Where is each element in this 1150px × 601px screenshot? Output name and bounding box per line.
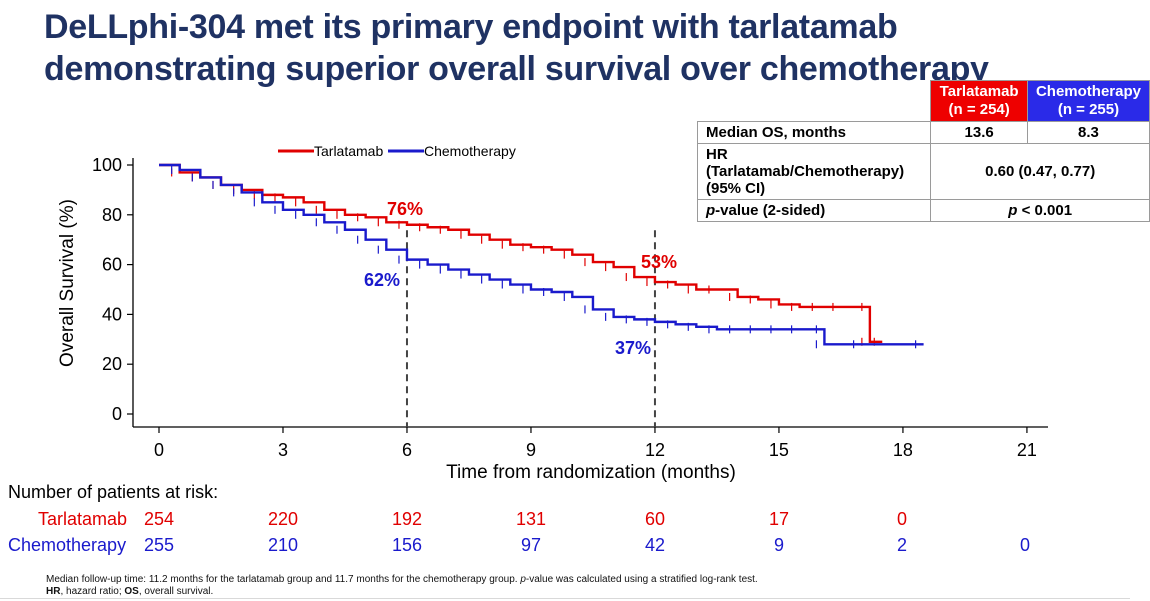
annotation-53: 53%: [641, 252, 677, 272]
y-tick-label: 40: [102, 304, 122, 324]
y-axis-label: Overall Survival (%): [57, 199, 78, 367]
y-tick-label: 100: [92, 155, 122, 175]
footnote: Median follow-up time: 11.2 months for t…: [46, 574, 758, 597]
risk-cell: 131: [515, 509, 547, 529]
risk-cell: 220: [267, 509, 299, 529]
risk-cell: 192: [391, 509, 423, 529]
y-tick-label: 80: [102, 205, 122, 225]
risk-cell: 210: [267, 535, 299, 555]
legend-label-chemotherapy: Chemotherapy: [424, 143, 516, 159]
annotation-62: 62%: [364, 270, 400, 290]
annotation-76: 76%: [387, 199, 423, 219]
footer-divider: [0, 598, 1130, 599]
risk-cell: 2: [896, 535, 907, 555]
legend-label-tarlatamab: Tarlatamab: [314, 143, 383, 159]
risk-label-chemotherapy: Chemotherapy: [8, 535, 127, 555]
y-tick-label: 0: [112, 404, 122, 424]
x-tick-label: 15: [769, 440, 789, 460]
x-tick-label: 12: [645, 440, 665, 460]
hr-label: HR (Tarlatamab/Chemotherapy) (95% CI): [696, 143, 932, 200]
x-tick-label: 6: [402, 440, 412, 460]
x-tick-label: 9: [526, 440, 536, 460]
p-value-label: p-value (2-sided): [696, 199, 932, 222]
median-os-label: Median OS, months: [696, 121, 932, 144]
risk-cell: 97: [520, 535, 542, 555]
risk-label-tarlatamab: Tarlatamab: [38, 509, 128, 529]
risk-cell: 254: [143, 509, 175, 529]
x-tick-label: 21: [1017, 440, 1037, 460]
y-tick-label: 20: [102, 354, 122, 374]
risk-cell: 60: [644, 509, 666, 529]
risk-header: Number of patients at risk:: [8, 482, 219, 502]
annotation-37: 37%: [615, 338, 651, 358]
stats-table: Tarlatamab (n = 254) Chemotherapy (n = 2…: [696, 80, 1150, 222]
risk-cell: 0: [896, 509, 907, 529]
hr-value: 0.60 (0.47, 0.77): [930, 143, 1150, 200]
risk-cell: 42: [644, 535, 666, 555]
p-value: p < 0.001: [930, 199, 1150, 222]
risk-cell: 9: [773, 535, 784, 555]
x-axis-label: Time from randomization (months): [446, 462, 736, 483]
x-tick-label: 18: [893, 440, 913, 460]
median-os-tarlatamab: 13.6: [930, 121, 1028, 144]
km-curve-tarlatamab: [159, 163, 883, 343]
y-tick-label: 60: [102, 255, 122, 275]
slide-title: DeLLphi-304 met its primary endpoint wit…: [44, 8, 989, 88]
median-os-chemo: 8.3: [1026, 121, 1150, 144]
risk-cell: 0: [1019, 535, 1030, 555]
col-header-tarlatamab: Tarlatamab (n = 254): [930, 80, 1028, 122]
risk-cell: 156: [391, 535, 423, 555]
risk-cell: 255: [143, 535, 175, 555]
risk-cell: 17: [768, 509, 790, 529]
x-tick-label: 3: [278, 440, 288, 460]
km-curve-chemotherapy: [159, 163, 924, 346]
x-tick-label: 0: [154, 440, 164, 460]
col-header-chemotherapy: Chemotherapy (n = 255): [1026, 80, 1150, 122]
